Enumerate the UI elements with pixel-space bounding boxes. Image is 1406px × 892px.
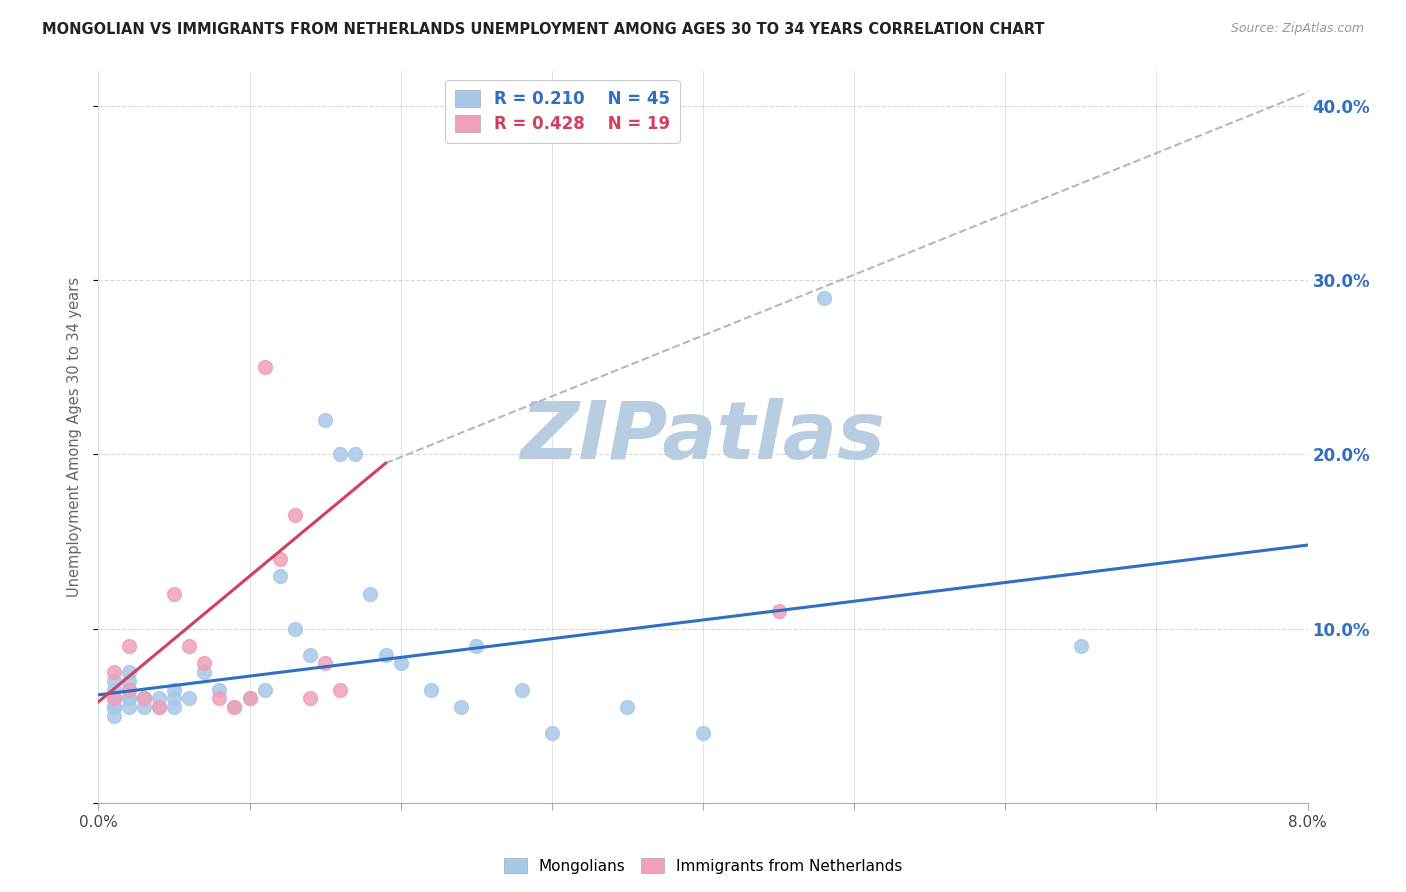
Legend: R = 0.210    N = 45, R = 0.428    N = 19: R = 0.210 N = 45, R = 0.428 N = 19 (446, 79, 679, 143)
Point (118, 691, 141, 706)
Point (132, 691, 155, 706)
Point (208, 691, 231, 706)
Point (118, 682, 141, 697)
Point (103, 682, 125, 697)
Point (179, 639, 201, 653)
Y-axis label: Unemployment Among Ages 30 to 34 years: Unemployment Among Ages 30 to 34 years (67, 277, 83, 597)
Point (163, 691, 186, 706)
Point (148, 691, 170, 706)
Point (103, 700, 125, 714)
Point (103, 700, 125, 714)
Point (224, 700, 246, 714)
Point (768, 604, 790, 618)
Point (132, 691, 155, 706)
Point (299, 691, 322, 706)
Point (132, 700, 155, 714)
Point (692, 726, 714, 740)
Text: ZIPatlas: ZIPatlas (520, 398, 886, 476)
Point (148, 700, 170, 714)
Point (253, 682, 276, 697)
Point (118, 665, 141, 680)
Point (103, 665, 125, 680)
Point (540, 726, 562, 740)
Text: MONGOLIAN VS IMMIGRANTS FROM NETHERLANDS UNEMPLOYMENT AMONG AGES 30 TO 34 YEARS : MONGOLIAN VS IMMIGRANTS FROM NETHERLANDS… (42, 22, 1045, 37)
Point (420, 682, 443, 697)
Point (510, 682, 533, 697)
Point (284, 622, 307, 636)
Legend: Mongolians, Immigrants from Netherlands: Mongolians, Immigrants from Netherlands (498, 852, 908, 880)
Point (103, 691, 125, 706)
Point (329, 448, 352, 462)
Point (299, 648, 322, 662)
Point (253, 360, 276, 375)
Point (465, 639, 488, 653)
Point (269, 569, 291, 583)
Point (239, 691, 262, 706)
Point (103, 673, 125, 688)
Point (813, 291, 835, 305)
Point (344, 448, 367, 462)
Point (314, 412, 336, 426)
Point (118, 700, 141, 714)
Point (179, 691, 201, 706)
Point (208, 682, 231, 697)
Point (616, 700, 638, 714)
Point (389, 657, 412, 671)
Point (132, 691, 155, 706)
Point (239, 691, 262, 706)
Text: Source: ZipAtlas.com: Source: ZipAtlas.com (1230, 22, 1364, 36)
Point (163, 587, 186, 601)
Point (118, 639, 141, 653)
Point (314, 657, 336, 671)
Point (163, 700, 186, 714)
Point (118, 691, 141, 706)
Point (193, 657, 215, 671)
Point (193, 665, 215, 680)
Point (374, 648, 396, 662)
Point (1070, 639, 1092, 653)
Point (284, 508, 307, 523)
Point (360, 587, 382, 601)
Point (269, 552, 291, 566)
Point (103, 708, 125, 723)
Point (118, 673, 141, 688)
Point (329, 682, 352, 697)
Point (450, 700, 472, 714)
Point (118, 682, 141, 697)
Point (148, 700, 170, 714)
Point (103, 691, 125, 706)
Point (224, 700, 246, 714)
Point (103, 691, 125, 706)
Point (163, 682, 186, 697)
